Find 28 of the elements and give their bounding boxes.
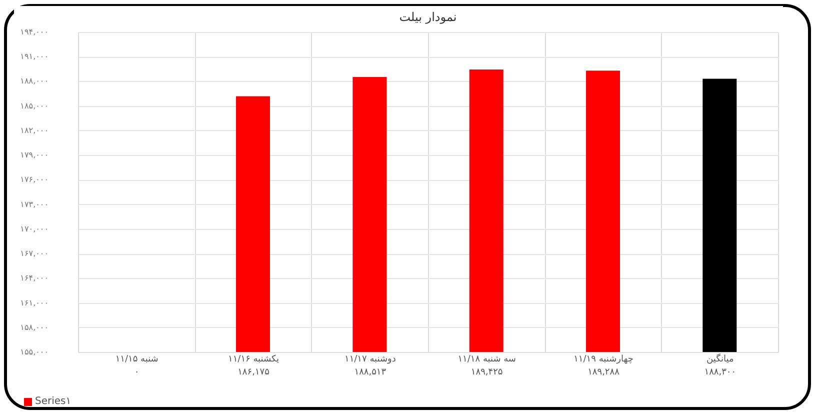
x-tick-label: شنبه ۱۱/۱۵ xyxy=(115,354,158,364)
data-label: ۱۸۸,۳۰۰ xyxy=(704,368,736,378)
x-tick-label: میانگین xyxy=(706,352,734,364)
y-tick-label: ۱۵۸,۰۰۰ xyxy=(20,322,48,332)
y-tick-label: ۱۸۵,۰۰۰ xyxy=(20,101,48,110)
y-tick-label: ۱۸۲,۰۰۰ xyxy=(20,126,48,135)
y-tick-label: ۱۶۴,۰۰۰ xyxy=(20,274,48,283)
x-tick-label: دوشنبه ۱۱/۱۷ xyxy=(344,354,396,364)
y-tick-label: ۱۵۵,۰۰۰ xyxy=(20,348,48,356)
legend-label: Series۱ xyxy=(35,396,72,407)
y-tick-label: ۱۷۹,۰۰۰ xyxy=(20,150,48,160)
x-tick-label: چهارشنبه ۱۱/۱۹ xyxy=(574,354,634,364)
y-tick-label: ۱۶۱,۰۰۰ xyxy=(20,298,48,308)
y-tick-label: ۱۷۰,۰۰۰ xyxy=(20,224,48,234)
y-tick-label: ۱۹۴,۰۰۰ xyxy=(20,28,48,36)
y-tick-label: ۱۷۶,۰۰۰ xyxy=(20,175,48,184)
data-label: ۱۸۹,۲۸۸ xyxy=(588,368,620,378)
y-tick-label: ۱۷۳,۰۰۰ xyxy=(20,200,48,209)
data-label: ۱۸۶,۱۷۵ xyxy=(238,368,270,378)
text: ۰ xyxy=(134,368,140,378)
y-tick-label: ۱۶۷,۰۰۰ xyxy=(20,249,48,258)
chart-title: نمودار بیلت xyxy=(399,10,457,24)
y-tick-label: ۱۹۱,۰۰۰ xyxy=(20,52,48,62)
data-label: ۱۸۹,۴۲۵ xyxy=(470,368,503,378)
y-tick-label: ۱۸۸,۰۰۰ xyxy=(20,76,48,86)
x-tick-label: یکشنبه ۱۱/۱۶ xyxy=(228,354,280,364)
x-tick-label: سه شنبه ۱۱/۱۸ xyxy=(458,354,516,364)
data-label: ۱۸۸,۵۱۳ xyxy=(354,368,386,378)
